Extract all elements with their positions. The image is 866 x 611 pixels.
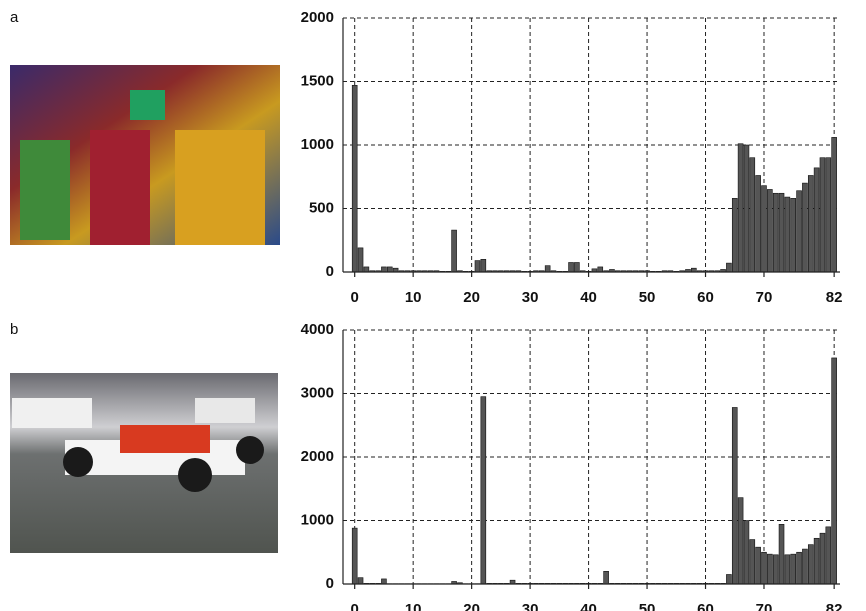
figure: a050010001500200001020304050607082b01000…: [0, 0, 866, 611]
bar: [381, 579, 386, 584]
x-tick-label: 30: [522, 289, 539, 306]
bar: [791, 198, 796, 272]
panel-label: a: [10, 9, 19, 26]
bar: [785, 197, 790, 272]
bar: [475, 261, 480, 272]
bar: [767, 189, 772, 272]
x-tick-label: 82: [826, 601, 843, 611]
bar: [814, 538, 819, 584]
bar: [750, 540, 755, 584]
bar: [569, 262, 574, 272]
bar: [726, 263, 731, 272]
x-tick-label: 40: [580, 289, 597, 306]
bar: [726, 574, 731, 584]
bar: [358, 248, 363, 272]
bar: [352, 528, 357, 584]
bar: [779, 193, 784, 272]
photo-race-car: [10, 373, 278, 553]
x-tick-label: 20: [463, 289, 480, 306]
bar: [358, 578, 363, 584]
x-tick-label: 0: [351, 289, 359, 306]
bar: [820, 158, 825, 272]
y-tick-label: 3000: [301, 384, 334, 401]
x-tick-label: 20: [463, 601, 480, 611]
x-tick-label: 0: [351, 601, 359, 611]
y-tick-label: 0: [326, 575, 334, 592]
bar: [808, 545, 813, 584]
bar: [738, 144, 743, 272]
bar: [750, 158, 755, 272]
x-tick-label: 30: [522, 601, 539, 611]
x-tick-label: 82: [826, 289, 843, 306]
bar: [773, 193, 778, 272]
bar: [732, 198, 737, 272]
bar: [826, 527, 831, 584]
x-tick-label: 60: [697, 601, 714, 611]
x-tick-label: 10: [405, 289, 422, 306]
bar: [779, 524, 784, 584]
bar: [732, 407, 737, 584]
bar: [791, 554, 796, 584]
y-tick-label: 1000: [301, 511, 334, 528]
bar: [574, 262, 579, 272]
bar: [762, 552, 767, 584]
x-tick-label: 70: [756, 601, 773, 611]
bar: [738, 498, 743, 584]
bar: [832, 137, 837, 272]
bar: [364, 267, 369, 272]
bar: [767, 554, 772, 584]
y-tick-label: 4000: [301, 321, 334, 338]
bar: [387, 267, 392, 272]
bar: [802, 183, 807, 272]
x-tick-label: 70: [756, 289, 773, 306]
bar: [744, 521, 749, 585]
bar: [756, 175, 761, 272]
bar: [598, 267, 603, 272]
x-tick-label: 50: [639, 601, 656, 611]
y-tick-label: 1000: [301, 136, 334, 153]
bar: [604, 571, 609, 584]
bar: [802, 549, 807, 584]
x-tick-label: 40: [580, 601, 597, 611]
y-tick-label: 0: [326, 263, 334, 280]
bar: [352, 85, 357, 272]
x-tick-label: 50: [639, 289, 656, 306]
bar: [785, 555, 790, 584]
bar: [481, 397, 486, 584]
y-tick-label: 500: [309, 199, 334, 216]
bar: [452, 230, 457, 272]
photo-stained-glass: [10, 65, 280, 245]
bar: [797, 552, 802, 584]
y-tick-label: 2000: [301, 9, 334, 26]
bar: [808, 175, 813, 272]
bar: [826, 158, 831, 272]
x-tick-label: 10: [405, 601, 422, 611]
panel-label: b: [10, 321, 18, 338]
x-tick-label: 60: [697, 289, 714, 306]
bar: [756, 547, 761, 584]
bar: [773, 555, 778, 584]
y-tick-label: 2000: [301, 448, 334, 465]
bar: [797, 191, 802, 272]
y-tick-label: 1500: [301, 72, 334, 89]
bar: [832, 358, 837, 584]
bar: [820, 533, 825, 584]
bar: [814, 168, 819, 272]
bar: [481, 259, 486, 272]
bar: [381, 267, 386, 272]
bar: [545, 266, 550, 272]
bar: [744, 145, 749, 272]
bar: [762, 186, 767, 272]
